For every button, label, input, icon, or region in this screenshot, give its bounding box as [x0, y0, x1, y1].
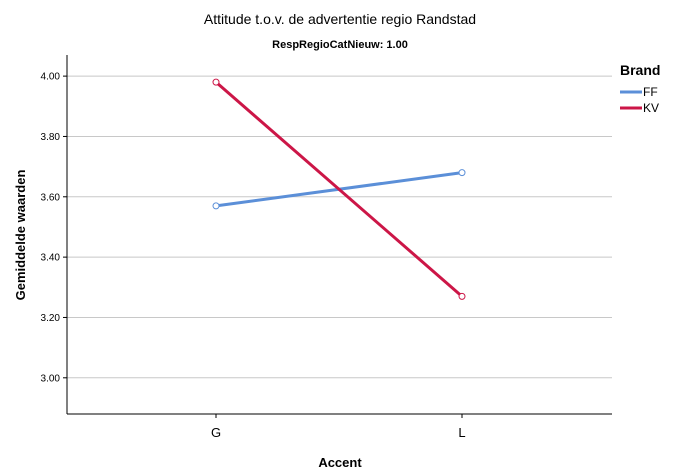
- chart-title: Attitude t.o.v. de advertentie regio Ran…: [204, 11, 476, 27]
- data-point-kv: [458, 292, 466, 300]
- axes: [66, 55, 612, 415]
- y-tick-label: 3.80: [41, 132, 61, 143]
- series-line-kv: [215, 81, 463, 298]
- y-tick-label: 3.60: [41, 192, 61, 203]
- y-axis-title: Gemiddelde waarden: [13, 170, 28, 301]
- x-tick-label: L: [458, 425, 465, 440]
- data-point-ff: [212, 202, 220, 210]
- x-axis-title: Accent: [318, 455, 362, 470]
- legend: Brand FF KV: [620, 62, 660, 115]
- y-tick-label: 3.00: [41, 373, 61, 384]
- chart-subtitle: RespRegioCatNieuw: 1.00: [272, 39, 408, 51]
- y-tick-label: 4.00: [41, 72, 61, 83]
- data-point-kv: [212, 78, 220, 86]
- series-layer: [212, 78, 466, 300]
- legend-label-kv: KV: [643, 101, 659, 115]
- y-tick-label: 3.40: [41, 253, 61, 264]
- y-tick-labels: 3.00 3.20 3.40 3.60 3.80 4.00: [41, 72, 67, 384]
- x-tick-label: G: [211, 425, 221, 440]
- legend-title: Brand: [620, 62, 660, 78]
- legend-label-ff: FF: [643, 85, 658, 99]
- data-point-ff: [458, 169, 466, 177]
- gridlines: [67, 75, 612, 379]
- y-tick-label: 3.20: [41, 313, 61, 324]
